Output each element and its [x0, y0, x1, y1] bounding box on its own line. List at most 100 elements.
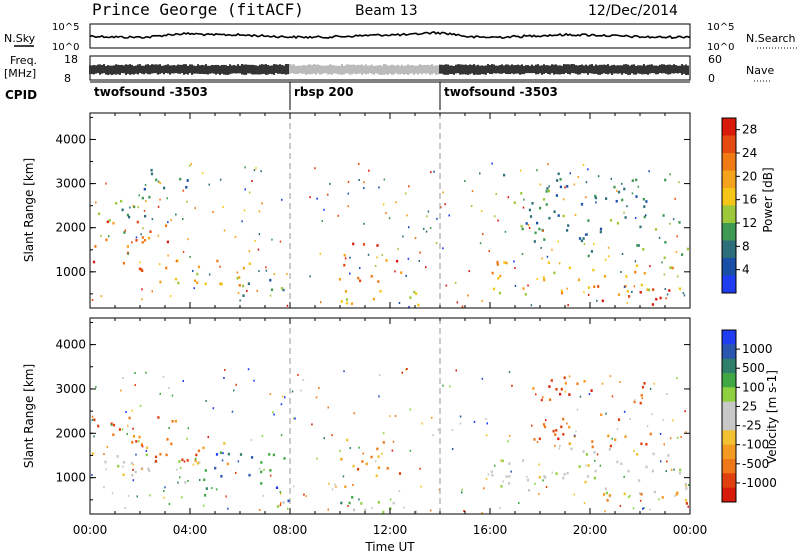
echo-cell — [132, 204, 134, 207]
echo-cell — [139, 404, 142, 407]
echo-cell — [563, 473, 566, 476]
echo-cell — [392, 440, 395, 443]
echo-cell — [363, 222, 365, 225]
echo-cell — [448, 214, 450, 217]
colorbar-swatch — [722, 118, 736, 136]
echo-cell — [179, 177, 182, 181]
echo-cell — [587, 168, 589, 171]
nave-tick-bottom: 0 — [708, 72, 715, 85]
echo-cell — [138, 440, 140, 443]
echo-cell — [438, 488, 441, 491]
echo-cell — [248, 191, 251, 194]
echo-cell — [659, 432, 662, 435]
echo-cell — [669, 266, 672, 269]
echo-cell — [235, 471, 237, 474]
echo-cell — [263, 468, 265, 471]
echo-cell — [423, 227, 425, 230]
echo-cell — [126, 433, 128, 436]
echo-cell — [425, 266, 427, 269]
echo-cell — [123, 231, 126, 234]
echo-cell — [282, 288, 285, 292]
echo-cell — [185, 186, 188, 189]
echo-cell — [149, 494, 151, 497]
echo-cell — [398, 302, 401, 304]
echo-cell — [687, 484, 690, 486]
echo-cell — [415, 510, 418, 514]
echo-cell — [525, 222, 528, 225]
echo-cell — [554, 444, 556, 447]
colorbar-tick-label: 16 — [742, 193, 757, 207]
echo-cell — [616, 221, 619, 225]
echo-cell — [566, 185, 569, 188]
echo-cell — [641, 385, 645, 389]
echo-cell — [593, 451, 596, 454]
echo-cell — [529, 215, 533, 218]
echo-cell — [671, 266, 674, 270]
beam-label: Beam 13 — [355, 3, 418, 19]
echo-cell — [429, 509, 432, 512]
echo-cell — [286, 304, 289, 307]
echo-cell — [349, 272, 351, 275]
station-title: Prince George (fitACF) — [92, 0, 304, 19]
echo-cell — [560, 291, 564, 295]
echo-cell — [470, 205, 473, 208]
echo-cell — [629, 494, 631, 497]
echo-cell — [225, 495, 227, 498]
echo-cell — [591, 445, 594, 449]
echo-cell — [116, 455, 119, 458]
colorbar-tick-label: 1000 — [742, 342, 773, 356]
echo-cell — [106, 220, 109, 224]
echo-cell — [219, 451, 223, 455]
echo-cell — [95, 201, 97, 204]
echo-cell — [346, 438, 349, 442]
echo-cell — [381, 254, 384, 257]
echo-cell — [103, 453, 105, 456]
echo-cell — [624, 285, 627, 288]
echo-cell — [662, 214, 665, 217]
echo-cell — [189, 255, 191, 258]
echo-cell — [163, 186, 166, 190]
echo-cell — [276, 505, 280, 508]
echo-cell — [433, 170, 435, 173]
echo-cell — [605, 491, 608, 495]
echo-cell — [420, 485, 422, 488]
echo-cell — [194, 207, 196, 210]
echo-cell — [499, 507, 501, 510]
echo-cell — [223, 229, 226, 232]
echo-cell — [176, 259, 179, 262]
echo-cell — [182, 250, 185, 253]
echo-cell — [557, 240, 559, 243]
echo-cell — [224, 369, 226, 371]
echo-cell — [432, 434, 434, 437]
echo-cell — [353, 412, 355, 415]
echo-cell — [508, 371, 511, 374]
echo-cell — [585, 453, 588, 456]
echo-cell — [265, 266, 267, 269]
echo-cell — [148, 195, 151, 199]
colorbar-swatch — [722, 416, 736, 431]
echo-cell — [566, 229, 569, 232]
echo-cell — [639, 225, 642, 229]
echo-cell — [309, 196, 311, 199]
echo-cell — [91, 452, 94, 455]
echo-cell — [496, 260, 499, 264]
echo-cell — [560, 425, 563, 429]
echo-cell — [269, 294, 272, 297]
echo-cell — [573, 434, 576, 437]
echo-cell — [558, 262, 561, 265]
echo-cell — [365, 462, 368, 466]
echo-cell — [352, 242, 355, 246]
echo-cell — [382, 441, 385, 444]
echo-cell — [372, 297, 375, 301]
echo-cell — [609, 444, 612, 448]
echo-cell — [91, 415, 94, 418]
power-colorbar: 4 8 12 16 20 24 28 — [721, 117, 757, 294]
cpid-segment-label: twofsound -3503 — [94, 85, 208, 99]
echo-cell — [559, 185, 562, 189]
echo-cell — [260, 470, 263, 474]
echo-cell — [131, 241, 133, 244]
freq-unit: [MHz] — [4, 67, 36, 80]
echo-cell — [260, 170, 262, 173]
echo-cell — [244, 188, 246, 191]
echo-cell — [272, 453, 275, 457]
